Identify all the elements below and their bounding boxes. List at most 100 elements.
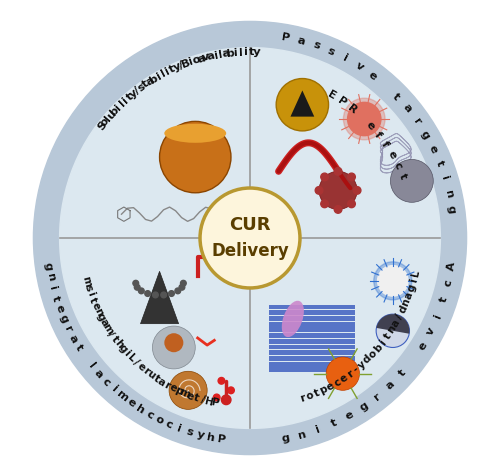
Text: t: t [396,172,408,181]
Text: c: c [144,409,155,421]
Text: r: r [345,369,355,380]
Text: o: o [367,348,379,360]
Circle shape [60,48,440,428]
Text: u: u [105,108,118,121]
Text: r: r [298,393,306,404]
Text: t: t [192,393,200,404]
Text: o: o [304,390,314,402]
Text: i: i [109,384,119,395]
Text: y: y [252,47,260,58]
Text: CUR: CUR [229,216,271,234]
Circle shape [145,291,150,297]
Text: /: / [178,60,186,71]
Text: s: s [326,45,336,57]
Text: y: y [356,358,368,371]
Circle shape [321,200,328,208]
Text: a: a [296,35,306,47]
Text: a: a [98,317,110,328]
Text: Delivery: Delivery [211,242,289,260]
Text: e: e [185,390,196,402]
Circle shape [348,200,356,208]
Circle shape [334,168,342,175]
Text: P: P [280,32,290,43]
Text: /: / [132,358,141,368]
Circle shape [374,262,412,300]
Text: t: t [391,91,402,102]
Text: d: d [362,353,374,366]
Text: c: c [392,160,404,170]
Text: f: f [372,130,384,140]
Text: /: / [133,85,142,96]
Text: t: t [124,91,135,102]
Circle shape [348,102,381,136]
Text: n: n [296,429,307,441]
Bar [269,362,354,367]
Text: g: g [446,205,457,214]
Bar [269,310,354,315]
Circle shape [376,314,410,347]
Text: c: c [332,377,342,389]
Text: g: g [57,313,70,325]
Circle shape [200,188,300,288]
Bar [269,322,354,327]
Text: i: i [244,47,248,58]
Text: i: i [439,175,450,182]
Circle shape [168,291,174,297]
Text: v: v [201,52,211,63]
Text: g: g [358,400,370,413]
Text: t: t [168,64,177,75]
Text: p: p [318,384,329,396]
Ellipse shape [282,301,304,337]
Circle shape [315,187,323,194]
Circle shape [228,387,234,394]
Text: o: o [191,54,202,66]
Text: i: i [176,424,183,434]
Text: s: s [83,284,94,292]
Text: t: t [382,331,393,341]
Circle shape [222,395,231,405]
Text: h: h [112,338,124,350]
Text: t: t [109,334,120,344]
Text: g: g [116,343,129,355]
Ellipse shape [164,124,226,143]
Text: b: b [372,342,384,354]
Text: a: a [390,317,402,329]
Text: v: v [354,60,365,72]
Circle shape [134,285,140,290]
Text: b: b [226,48,235,59]
Text: l: l [103,114,113,123]
Circle shape [133,280,138,286]
Text: r: r [140,366,151,377]
Circle shape [319,171,357,209]
Text: t: t [73,343,85,353]
Text: h: h [206,432,216,444]
Text: g: g [419,129,432,141]
Text: e: e [416,340,429,352]
Text: c: c [100,376,112,388]
Circle shape [378,266,408,296]
Text: r: r [162,380,172,391]
Bar [269,339,354,344]
Text: t: t [87,296,99,304]
Text: S: S [96,120,108,133]
Circle shape [218,377,225,384]
Text: B: B [180,58,192,69]
Bar [269,350,354,355]
Text: L: L [410,269,421,278]
Text: g: g [94,312,107,323]
Text: e: e [135,361,147,373]
Text: a: a [206,51,216,62]
Text: t: t [141,79,151,90]
Text: n: n [92,306,104,317]
Text: a: a [92,368,105,380]
Text: i: i [122,349,132,358]
Circle shape [152,292,158,298]
Text: i: i [314,424,322,435]
Text: y: y [172,61,182,73]
Text: v: v [425,326,437,337]
Text: P: P [217,434,226,445]
Text: t: t [152,373,161,384]
Text: n: n [443,189,454,199]
Text: t: t [312,388,321,399]
Text: m: m [80,275,93,288]
